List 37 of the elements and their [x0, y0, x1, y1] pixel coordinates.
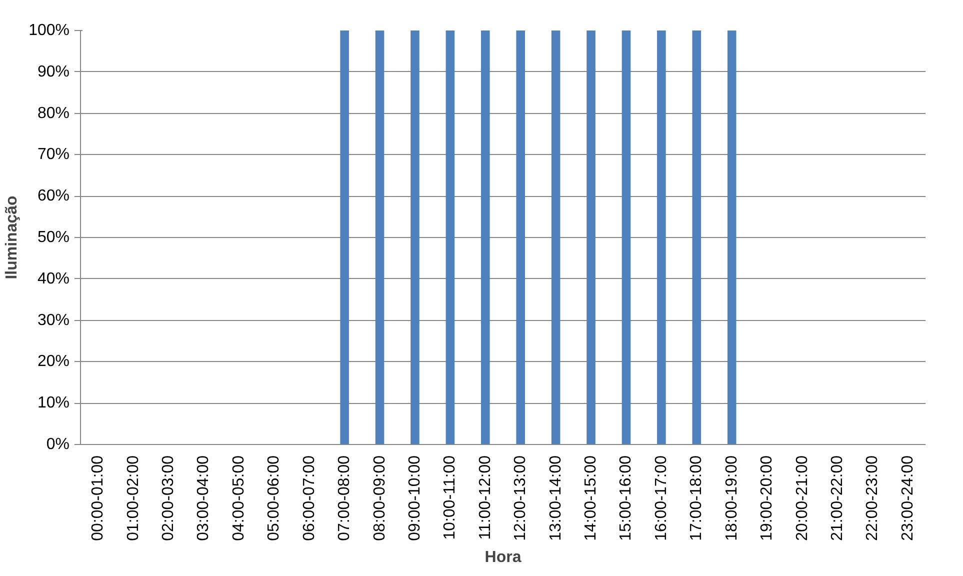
- y-axis-title: Iluminação: [4, 195, 21, 280]
- x-tick-label: 06:00-07:00: [300, 455, 318, 541]
- x-tick-label: 03:00-04:00: [195, 455, 212, 541]
- x-tick-label: 15:00-16:00: [618, 455, 635, 541]
- y-tick-label: 20%: [37, 353, 70, 370]
- x-tick-label: 19:00-20:00: [758, 455, 776, 541]
- x-tick-label: 00:00-01:00: [90, 455, 107, 541]
- x-tick-label: 09:00-10:00: [406, 455, 424, 541]
- x-tick-label: 20:00-21:00: [794, 455, 811, 541]
- y-tick-label: 10%: [37, 394, 70, 412]
- x-tick-label: 12:00-13:00: [512, 455, 530, 541]
- y-tick-label: 60%: [37, 188, 70, 205]
- x-tick-label: 23:00-24:00: [899, 455, 916, 541]
- x-tick-label: 04:00-05:00: [230, 455, 248, 541]
- y-tick-label: 70%: [37, 146, 70, 164]
- x-tick-label: 01:00-02:00: [124, 455, 142, 541]
- x-tick-label: 18:00-19:00: [723, 455, 740, 541]
- x-tick-label: 14:00-15:00: [582, 455, 600, 541]
- x-tick-label: 07:00-08:00: [336, 455, 354, 541]
- x-axis-title: Hora: [484, 548, 522, 566]
- x-tick-label: 16:00-17:00: [652, 455, 670, 541]
- x-tick-label: 22:00-23:00: [864, 455, 882, 541]
- x-tick-label: 02:00-03:00: [160, 455, 178, 541]
- y-tick-label: 80%: [37, 104, 70, 122]
- x-tick-label: 13:00-14:00: [547, 455, 564, 541]
- x-tick-label: 11:00-12:00: [476, 455, 494, 540]
- x-tick-label: 10:00-11:00: [442, 455, 459, 540]
- x-tick-label: 21:00-22:00: [828, 455, 846, 541]
- x-tick-label: 08:00-09:00: [371, 455, 388, 541]
- x-tick-label: 17:00-18:00: [688, 455, 706, 541]
- y-tick-label: 100%: [28, 22, 70, 39]
- y-tick-label: 0%: [46, 436, 70, 453]
- y-tick-label: 40%: [37, 270, 70, 288]
- y-tick-label: 50%: [37, 229, 70, 246]
- x-tick-label: 05:00-06:00: [266, 455, 283, 541]
- y-tick-label: 90%: [37, 63, 70, 80]
- y-tick-label: 30%: [37, 312, 70, 329]
